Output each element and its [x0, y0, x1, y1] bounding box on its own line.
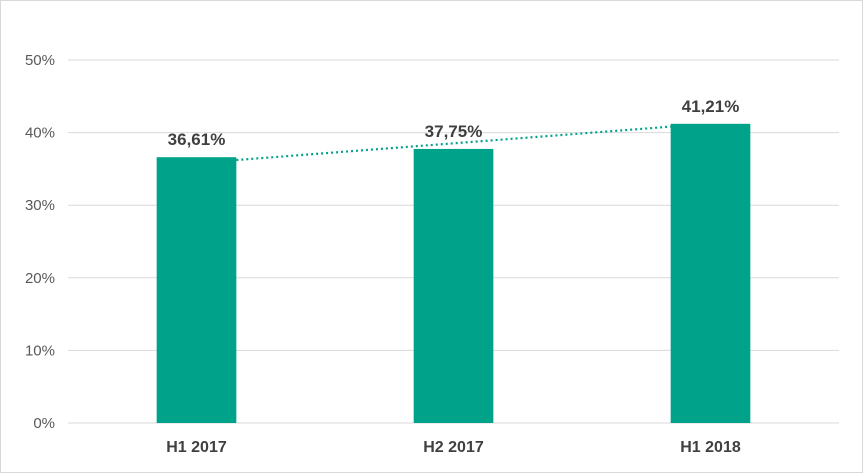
y-tick-label: 10% — [25, 342, 55, 359]
bar — [670, 123, 751, 423]
x-axis-categories: H1 2017 H2 2017 H1 2018 — [166, 439, 741, 456]
bar — [156, 157, 237, 423]
y-tick-label: 0% — [33, 415, 55, 432]
x-category-label: H1 2018 — [680, 439, 741, 456]
x-category-label: H2 2017 — [423, 439, 484, 456]
data-label: 37,75% — [425, 122, 483, 141]
data-label: 36,61% — [168, 130, 226, 149]
y-tick-label: 40% — [25, 125, 55, 142]
y-tick-label: 20% — [25, 270, 55, 287]
y-axis-ticks: 0% 10% 20% 30% 40% 50% — [25, 52, 55, 432]
x-category-label: H1 2017 — [166, 439, 227, 456]
data-label: 41,21% — [682, 97, 740, 116]
y-tick-label: 50% — [25, 52, 55, 69]
data-labels: 36,61% 37,75% 41,21% — [168, 97, 740, 149]
bars — [156, 123, 751, 423]
bar — [413, 148, 494, 423]
y-tick-label: 30% — [25, 197, 55, 214]
